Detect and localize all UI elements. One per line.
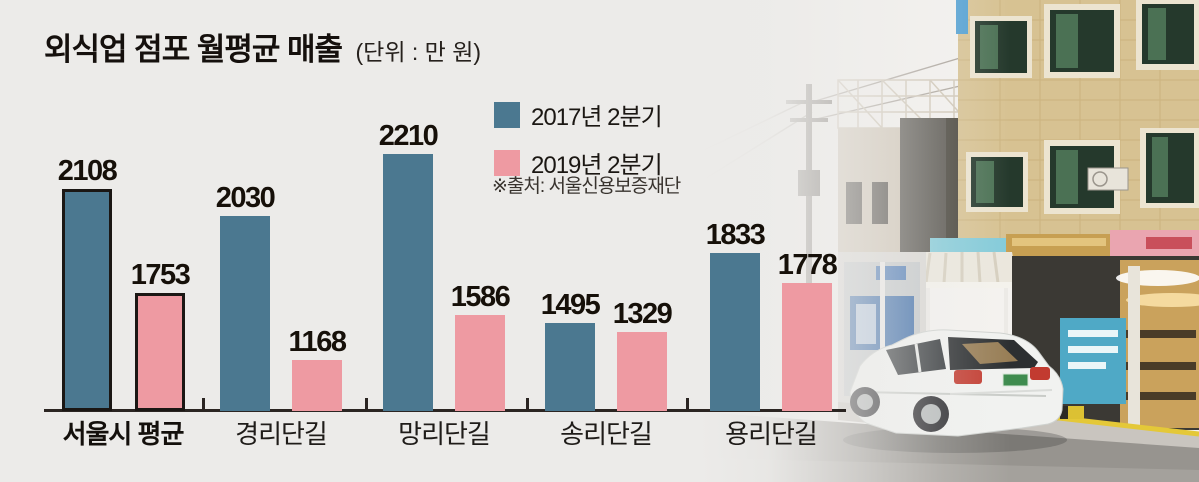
legend-row: 2019년 2분기 xyxy=(494,145,663,180)
value-label: 1168 xyxy=(288,326,347,358)
bar-series1-group3 xyxy=(617,332,667,411)
axis-tick xyxy=(526,398,529,410)
pink-sign-text xyxy=(1146,237,1192,249)
legend-row: 2017년 2분기 xyxy=(494,97,663,132)
value-label: 2210 xyxy=(378,120,439,152)
value-label: 1778 xyxy=(777,249,838,281)
legend-swatch xyxy=(494,149,520,176)
golden-sign-highlight xyxy=(1012,238,1106,246)
chart-unit: (단위 : 만 원) xyxy=(355,39,482,65)
axis-tick xyxy=(202,398,205,410)
bar-series0-group3 xyxy=(545,323,595,411)
bar-series1-group4 xyxy=(782,283,832,411)
category-label: 망리단길 xyxy=(398,419,491,449)
source-note: ※출처: 서울신용보증재단 xyxy=(492,176,681,197)
axis-tick xyxy=(686,398,689,410)
bar-series1-group0 xyxy=(135,293,185,411)
category-label: 경리단길 xyxy=(235,419,328,449)
bar-series0-group2 xyxy=(383,154,433,411)
value-label: 2030 xyxy=(215,182,276,214)
bar-series1-group1 xyxy=(292,360,342,411)
bar-series0-group1 xyxy=(220,216,270,411)
value-label: 1329 xyxy=(612,298,673,330)
value-label: 1753 xyxy=(130,259,191,291)
value-label: 1586 xyxy=(450,281,511,313)
title-row: 외식업 점포 월평균 매출 (단위 : 만 원) xyxy=(44,24,481,69)
chart-title: 외식업 점포 월평균 매출 xyxy=(44,32,343,67)
bar-series1-group2 xyxy=(455,315,505,411)
value-label: 1495 xyxy=(540,289,601,321)
bar-series0-group0 xyxy=(62,189,112,411)
blue-poster-text xyxy=(1068,330,1118,369)
category-label: 서울시 평균 xyxy=(62,419,185,449)
value-label: 1833 xyxy=(705,219,766,251)
category-label: 송리단길 xyxy=(560,419,653,449)
legend-label: 2019년 2분기 xyxy=(531,152,663,179)
ac-unit-icon xyxy=(1087,167,1129,191)
bar-series0-group4 xyxy=(710,253,760,411)
legend-swatch xyxy=(494,101,520,128)
x-axis-line xyxy=(44,409,846,412)
category-label: 용리단길 xyxy=(725,419,818,449)
store-interior-glow xyxy=(1088,260,1199,428)
legend-label: 2017년 2분기 xyxy=(531,104,663,131)
legend: 2017년 2분기 2019년 2분기 xyxy=(494,97,663,193)
value-label: 2108 xyxy=(57,155,118,187)
axis-tick xyxy=(365,398,368,410)
